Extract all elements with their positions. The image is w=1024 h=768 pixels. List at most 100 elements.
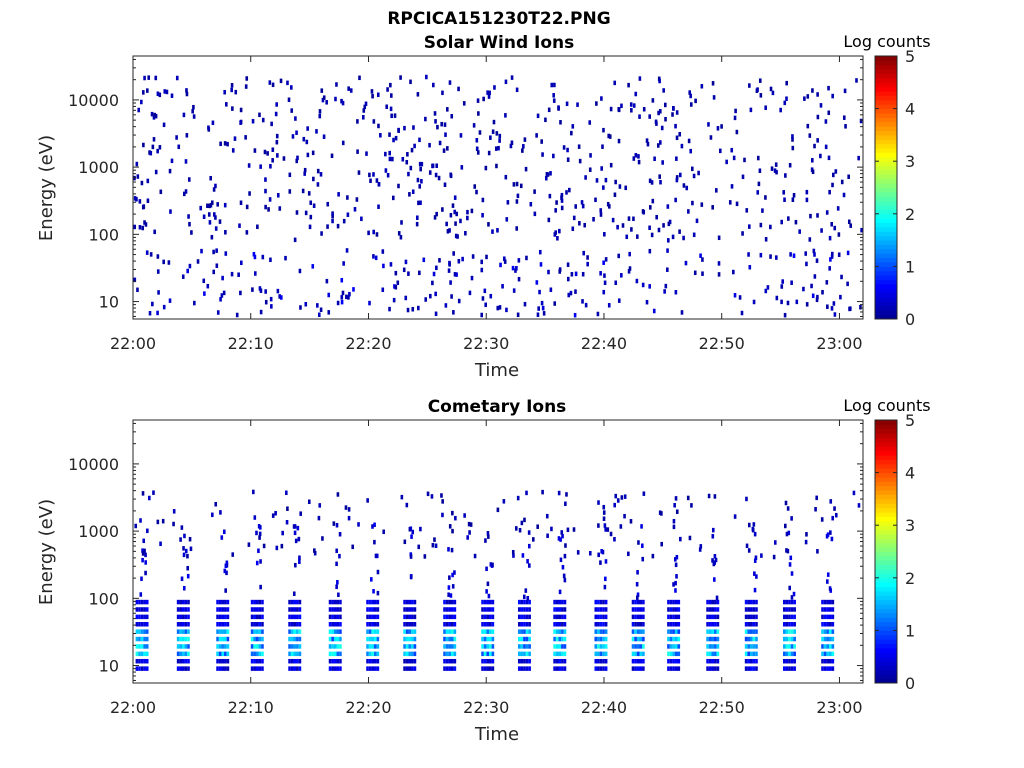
- heatmap-cell: [617, 253, 621, 259]
- heatmap-cell: [491, 599, 495, 605]
- heatmap-cell: [288, 651, 291, 657]
- heatmap-cell: [298, 644, 302, 649]
- heatmap-cell: [186, 268, 189, 274]
- heatmap-cell: [253, 254, 257, 260]
- heatmap-cell: [239, 120, 242, 125]
- heatmap-cell: [264, 289, 267, 294]
- heatmap-cell: [538, 289, 541, 295]
- heatmap-cell: [146, 88, 149, 93]
- heatmap-cell: [682, 183, 686, 188]
- colorbar-segment: [875, 507, 897, 513]
- colorbar-segment: [875, 512, 897, 517]
- heatmap-cell: [860, 227, 863, 233]
- heatmap-cell: [840, 179, 844, 185]
- heatmap-cell: [221, 622, 225, 627]
- colorbar-tick-label: 2: [905, 569, 915, 588]
- colorbar-segment: [875, 95, 897, 101]
- heatmap-cell: [244, 135, 247, 140]
- colorbar-segment: [875, 621, 897, 627]
- heatmap-cell: [434, 543, 438, 549]
- heatmap-cell: [784, 500, 788, 506]
- heatmap-cell: [747, 666, 751, 671]
- heatmap-cell: [182, 629, 185, 634]
- heatmap-cell: [596, 311, 600, 317]
- heatmap-cell: [772, 554, 776, 560]
- heatmap-cell: [279, 295, 283, 300]
- heatmap-cell: [613, 502, 617, 508]
- heatmap-cell: [558, 589, 562, 595]
- heatmap-cell: [707, 493, 711, 499]
- heatmap-cell: [603, 523, 607, 528]
- heatmap-cell: [624, 185, 628, 191]
- heatmap-cell: [218, 644, 222, 649]
- heatmap-cell: [540, 300, 544, 306]
- heatmap-cell: [333, 658, 337, 664]
- heatmap-cell: [734, 108, 737, 114]
- heatmap-cell: [316, 303, 319, 308]
- heatmap-cell: [629, 102, 633, 107]
- heatmap-cell: [376, 569, 380, 575]
- heatmap-cell: [443, 122, 447, 127]
- heatmap-cell: [275, 545, 279, 551]
- heatmap-cell: [267, 207, 270, 212]
- heatmap-cell: [744, 636, 748, 642]
- heatmap-cell: [276, 153, 279, 158]
- heatmap-cell: [247, 542, 251, 547]
- heatmap-cell: [571, 124, 575, 129]
- heatmap-cell: [224, 622, 227, 627]
- heatmap-cell: [748, 264, 752, 270]
- heatmap-cell: [250, 636, 254, 642]
- heatmap-cell: [221, 275, 224, 281]
- heatmap-cell: [816, 138, 819, 143]
- heatmap-cell: [749, 644, 753, 649]
- heatmap-cell: [333, 636, 337, 642]
- heatmap-cell: [498, 133, 502, 139]
- heatmap-cell: [145, 629, 149, 634]
- colorbar-segment: [875, 104, 897, 110]
- heatmap-cell: [560, 530, 564, 535]
- heatmap-cell: [162, 304, 166, 310]
- heatmap-cell: [571, 226, 575, 231]
- heatmap-cell: [253, 636, 256, 642]
- heatmap-cell: [375, 178, 379, 183]
- heatmap-cell: [143, 622, 146, 627]
- heatmap-cell: [708, 614, 712, 620]
- heatmap-cell: [631, 607, 635, 612]
- heatmap-cell: [637, 159, 641, 165]
- heatmap-cell: [752, 614, 756, 620]
- heatmap-cell: [654, 119, 658, 125]
- heatmap-cell: [275, 102, 278, 107]
- heatmap-cell: [599, 658, 603, 664]
- heatmap-cell: [594, 614, 598, 620]
- heatmap-cell: [658, 174, 661, 179]
- colorbar-segment: [875, 121, 897, 127]
- heatmap-cell: [298, 555, 301, 560]
- heatmap-cell: [674, 289, 678, 295]
- heatmap-cell: [455, 211, 459, 217]
- heatmap-cell: [293, 237, 297, 243]
- heatmap-cell: [706, 658, 709, 664]
- y-tick-label: 10: [99, 293, 119, 312]
- heatmap-cell: [674, 562, 678, 568]
- heatmap-cell: [790, 614, 794, 620]
- heatmap-cell: [525, 636, 529, 642]
- colorbar-segment: [875, 196, 897, 202]
- heatmap-cell: [339, 644, 342, 649]
- heatmap-cell: [342, 218, 346, 224]
- heatmap-cell: [261, 254, 265, 260]
- heatmap-cell: [783, 197, 786, 202]
- heatmap-cell: [517, 636, 521, 642]
- heatmap-cell: [491, 562, 494, 568]
- heatmap-cell: [639, 622, 643, 627]
- heatmap-cell: [599, 629, 603, 634]
- heatmap-cell: [809, 213, 812, 219]
- heatmap-cell: [261, 117, 265, 123]
- heatmap-cell: [388, 306, 391, 312]
- heatmap-cell: [371, 644, 375, 649]
- heatmap-cell: [684, 260, 688, 266]
- heatmap-cell: [714, 557, 718, 563]
- panel-title-cometary: Cometary Ions: [428, 397, 567, 417]
- heatmap-cell: [184, 607, 188, 612]
